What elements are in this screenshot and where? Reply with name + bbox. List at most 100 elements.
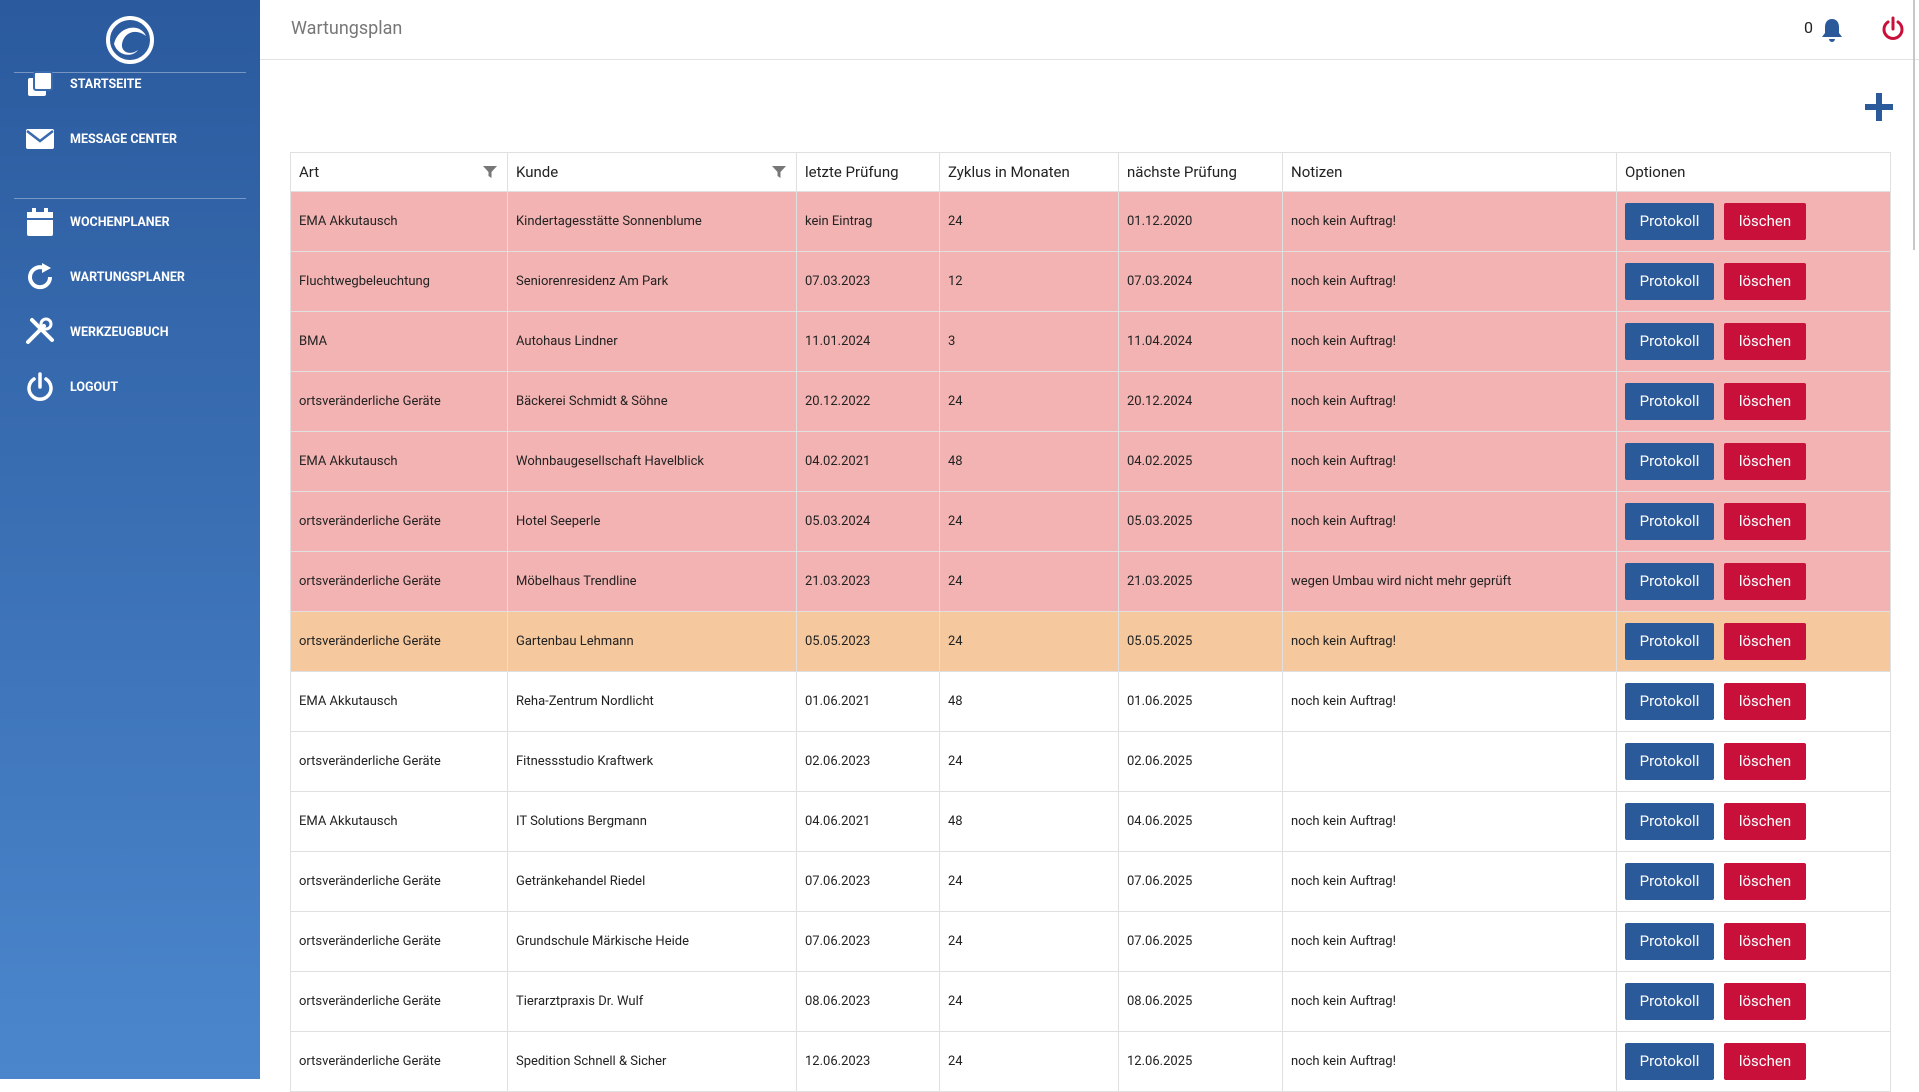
notification-count[interactable]: 0 [1804,18,1813,37]
table-row: ortsveränderliche Geräte Fitnessstudio Kr… [290,731,1891,792]
table-cell: 24 [939,191,1119,252]
table-cell: 07.03.2024 [1118,251,1283,312]
table-row: Fluchtwegbeleuchtung Seniorenresidenz Am … [290,251,1891,312]
options-cell: Protokoll löschen [1616,1031,1891,1092]
table-cell: 01.12.2020 [1118,191,1283,252]
delete-button[interactable]: löschen [1724,743,1806,780]
nav-item[interactable]: WOCHENPLANER [24,204,170,240]
table-cell: 24 [939,731,1119,792]
delete-button[interactable]: löschen [1724,623,1806,660]
nav-item[interactable]: WERKZEUGBUCH [24,314,169,350]
table-cell: 20.12.2022 [796,371,940,432]
add-button[interactable] [1864,92,1894,122]
protocol-button[interactable]: Protokoll [1625,383,1714,420]
protocol-button[interactable]: Protokoll [1625,923,1714,960]
table-cell: ortsveränderliche Geräte [290,1031,508,1092]
filter-icon[interactable] [772,165,786,179]
column-header: Zyklus in Monaten [939,152,1119,192]
nav-label[interactable]: LOGOUT [70,379,119,395]
table-cell: noch kein Auftrag! [1282,611,1617,672]
protocol-button[interactable]: Protokoll [1625,263,1714,300]
nav-item[interactable]: LOGOUT [24,369,118,405]
divider [14,198,246,199]
delete-button[interactable]: löschen [1724,503,1806,540]
table-cell: Reha-Zentrum Nordlicht [507,671,797,732]
options-cell: Protokoll löschen [1616,731,1891,792]
nav-label[interactable]: WERKZEUGBUCH [70,324,169,340]
table-cell: 24 [939,491,1119,552]
delete-button[interactable]: löschen [1724,203,1806,240]
table-cell: 02.06.2023 [796,731,940,792]
table-cell: 48 [939,791,1119,852]
table-cell: noch kein Auftrag! [1282,851,1617,912]
nav-label[interactable]: WOCHENPLANER [70,214,170,230]
table-cell: EMA Akkutausch [290,791,508,852]
table-cell: 05.03.2025 [1118,491,1283,552]
table-row: EMA Akkutausch Reha-Zentrum Nordlicht 01.0… [290,671,1891,732]
protocol-button[interactable]: Protokoll [1625,803,1714,840]
delete-button[interactable]: löschen [1724,563,1806,600]
table-cell: 24 [939,971,1119,1032]
table-cell: 07.06.2023 [796,851,940,912]
power-icon[interactable] [1880,16,1906,42]
nav-icon [26,317,54,344]
table-cell: noch kein Auftrag! [1282,791,1617,852]
table-cell: 48 [939,431,1119,492]
table-cell: Bäckerei Schmidt & Söhne [507,371,797,432]
scrollbar [1913,0,1915,250]
table-cell: noch kein Auftrag! [1282,911,1617,972]
table-row: EMA Akkutausch Wohnbaugesellschaft Havelb… [290,431,1891,492]
table-cell: 04.02.2021 [796,431,940,492]
table-cell: 04.02.2025 [1118,431,1283,492]
table-cell: noch kein Auftrag! [1282,251,1617,312]
table-cell: Fluchtwegbeleuchtung [290,251,508,312]
nav-item[interactable]: STARTSEITE [24,66,141,102]
filter-icon[interactable] [483,165,497,179]
delete-button[interactable]: löschen [1724,983,1806,1020]
table-cell: 24 [939,1031,1119,1092]
protocol-button[interactable]: Protokoll [1625,983,1714,1020]
delete-button[interactable]: löschen [1724,1043,1806,1080]
table-cell: 24 [939,911,1119,972]
table-cell: ortsveränderliche Geräte [290,731,508,792]
nav-label[interactable]: WARTUNGSPLANER [70,269,185,285]
nav-label[interactable]: MESSAGE CENTER [70,131,177,147]
protocol-button[interactable]: Protokoll [1625,203,1714,240]
table-cell: noch kein Auftrag! [1282,491,1617,552]
protocol-button[interactable]: Protokoll [1625,743,1714,780]
protocol-button[interactable]: Protokoll [1625,683,1714,720]
bell-icon[interactable] [1820,17,1844,43]
table-cell: EMA Akkutausch [290,671,508,732]
table-cell: kein Eintrag [796,191,940,252]
table-row: ortsveränderliche Geräte Hotel Seeperle 05… [290,491,1891,552]
nav-label[interactable]: STARTSEITE [70,76,142,92]
delete-button[interactable]: löschen [1724,263,1806,300]
protocol-button[interactable]: Protokoll [1625,1043,1714,1080]
table-cell: BMA [290,311,508,372]
nav-item[interactable]: MESSAGE CENTER [24,121,177,157]
protocol-button[interactable]: Protokoll [1625,323,1714,360]
protocol-button[interactable]: Protokoll [1625,503,1714,540]
delete-button[interactable]: löschen [1724,323,1806,360]
options-cell: Protokoll löschen [1616,191,1891,252]
delete-button[interactable]: löschen [1724,683,1806,720]
table-cell: Hotel Seeperle [507,491,797,552]
protocol-button[interactable]: Protokoll [1625,443,1714,480]
table-cell: 48 [939,671,1119,732]
options-cell: Protokoll löschen [1616,371,1891,432]
delete-button[interactable]: löschen [1724,863,1806,900]
delete-button[interactable]: löschen [1724,383,1806,420]
delete-button[interactable]: löschen [1724,803,1806,840]
protocol-button[interactable]: Protokoll [1625,623,1714,660]
protocol-button[interactable]: Protokoll [1625,863,1714,900]
table-cell: 21.03.2023 [796,551,940,612]
nav-item[interactable]: WARTUNGSPLANER [24,259,185,295]
table-cell: 11.04.2024 [1118,311,1283,372]
sidebar: STARTSEITE MESSAGE CENTER WOCHENPLANER WART… [0,0,260,1079]
delete-button[interactable]: löschen [1724,923,1806,960]
protocol-button[interactable]: Protokoll [1625,563,1714,600]
delete-button[interactable]: löschen [1724,443,1806,480]
column-title: nächste Prüfung [1127,163,1237,181]
